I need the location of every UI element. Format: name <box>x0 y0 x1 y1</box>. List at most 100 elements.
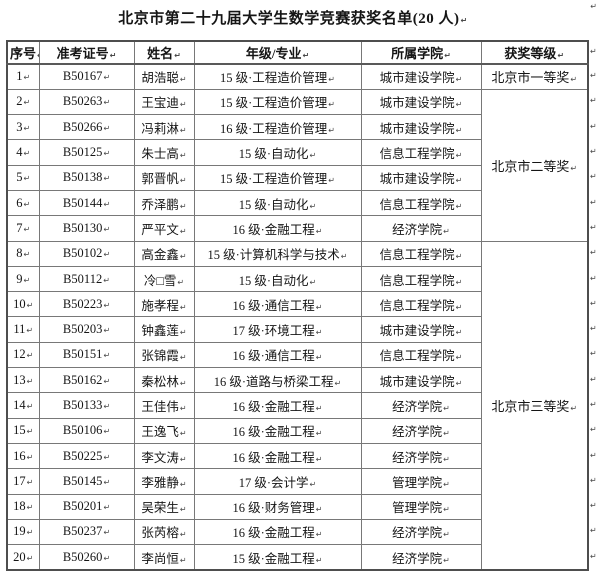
cell-grade-major-text: 16 级·金融工程 <box>232 450 315 465</box>
row-end-mark: ↵ <box>589 518 599 543</box>
table-row: 7↵ B50130↵ 严平文↵ 16 级·金融工程↵ 经济学院↵ <box>6 215 588 242</box>
cell-name-text: 郭晋帆 <box>141 172 179 187</box>
paragraph-mark-icon: ↵ <box>103 452 111 462</box>
paragraph-mark-icon: ↵ <box>309 201 317 211</box>
paragraph-mark-icon: ↵ <box>26 300 34 310</box>
cell-serial-text: 2 <box>16 94 23 109</box>
header-row: 序号↵ 准考证号↵ 姓名↵ 年级/专业↵ 所属学院↵ 获奖等级↵ <box>6 40 589 65</box>
cell-college: 信息工程学院↵ <box>360 341 482 369</box>
cell-ticket-number: B50112↵ <box>38 265 135 293</box>
cell-college-text: 管理学院 <box>392 475 443 490</box>
cell-name: 李雅静↵ <box>133 468 195 495</box>
cell-college-text: 城市建设学院 <box>379 96 455 111</box>
cell-college: 城市建设学院↵ <box>360 63 482 90</box>
cell-serial-text: 17 <box>13 473 26 488</box>
table-row: 9↵ B50112↵ 冷□雪↵ 15 级·自动化↵ 信息工程学院↵ <box>6 265 588 293</box>
cell-serial: 5↵ <box>6 164 40 191</box>
paragraph-mark-icon: ↵ <box>23 123 31 133</box>
cell-name: 乔泽鹏↵ <box>133 189 195 217</box>
cell-serial: 7↵ <box>6 215 40 242</box>
cell-college: 管理学院↵ <box>360 493 482 520</box>
cell-serial: 10↵ <box>6 291 40 318</box>
row-end-mark: ↵ <box>589 88 599 113</box>
cell-serial: 18↵ <box>6 493 40 520</box>
header-label: 获奖等级 <box>504 46 557 61</box>
paragraph-mark-icon: ↵ <box>590 248 597 258</box>
paragraph-mark-icon: ↵ <box>455 125 463 135</box>
cell-grade-major: 16 级·金融工程↵ <box>193 417 362 444</box>
paragraph-mark-icon: ↵ <box>443 404 450 413</box>
cell-grade-major-text: 16 级·金融工程 <box>232 526 315 541</box>
cell-grade-major-text: 16 级·金融工程 <box>232 400 315 414</box>
cell-serial: 13↵ <box>6 367 40 394</box>
cell-ticket-number-text: B50263 <box>62 94 103 109</box>
cell-college: 信息工程学院↵ <box>360 240 482 267</box>
cell-ticket-number-text: B50125 <box>62 145 103 160</box>
paragraph-mark-icon: ↵ <box>179 555 187 565</box>
cell-serial: 16↵ <box>6 442 40 470</box>
cell-college-text: 管理学院 <box>392 501 443 516</box>
paragraph-mark-icon: ↵ <box>179 353 187 363</box>
paragraph-mark-icon: ↵ <box>179 302 187 312</box>
cell-college: 信息工程学院↵ <box>360 189 482 217</box>
paragraph-mark-icon: ↵ <box>23 174 31 184</box>
paragraph-mark-icon: ↵ <box>179 505 187 515</box>
header-label: 所属学院 <box>391 46 444 61</box>
paragraph-mark-icon: ↵ <box>103 528 111 538</box>
cell-college-text: 城市建设学院 <box>379 324 455 339</box>
cell-college-text: 经济学院 <box>392 400 443 414</box>
cell-name-text: 严平文 <box>141 222 179 237</box>
cell-award-level: 北京市一等奖↵ <box>480 63 589 90</box>
cell-serial-text: 18 <box>13 499 26 514</box>
row-end-mark: ↵ <box>589 114 599 139</box>
table-row: 2↵ B50263↵ 王宝迪↵ 15 级·工程造价管理↵ 城市建设学院↵ 北京市二等奖↵ <box>6 88 589 242</box>
cell-name-text: 张锦霞 <box>141 349 179 364</box>
cell-grade-major: 15 级·金融工程↵ <box>193 544 362 571</box>
cell-ticket-number-text: B50112 <box>63 271 103 286</box>
paragraph-mark-icon: ↵ <box>23 250 31 260</box>
cell-serial-text: 14 <box>13 398 26 412</box>
paragraph-mark-icon: ↵ <box>315 555 323 565</box>
row-end-mark: ↵ <box>589 367 599 392</box>
cell-grade-major: 15 级·计算机科学与技术↵ <box>193 240 362 267</box>
cell-name-text: 钟鑫莲 <box>141 324 179 339</box>
paragraph-mark-icon: ↵ <box>328 75 335 85</box>
paragraph-mark-icon: ↵ <box>26 503 34 513</box>
cell-grade-major: 15 级·自动化↵ <box>193 139 362 166</box>
paragraph-mark-icon: ↵ <box>443 429 450 439</box>
table-row: 1↵ B50167↵ 胡浩聪↵ 15 级·工程造价管理↵ 城市建设学院↵ 北京市一等奖↵ <box>6 63 589 90</box>
cell-serial-text: 8 <box>16 246 23 261</box>
paragraph-mark-icon: ↵ <box>103 503 111 513</box>
cell-name: 王逸飞↵ <box>133 417 195 444</box>
paragraph-mark-icon: ↵ <box>455 277 463 287</box>
cell-name: 严平文↵ <box>133 215 195 242</box>
paragraph-mark-icon: ↵ <box>315 226 323 236</box>
cell-serial: 3↵ <box>6 114 40 141</box>
paragraph-mark-icon: ↵ <box>590 526 597 536</box>
cell-ticket-number-text: B50260 <box>62 549 103 564</box>
paragraph-mark-icon: ↵ <box>590 475 597 485</box>
cell-name-text: 吴荣生 <box>141 501 179 516</box>
cell-college-text: 经济学院 <box>392 450 443 465</box>
paragraph-mark-icon: ↵ <box>334 378 342 388</box>
paragraph-mark-icon: ↵ <box>179 454 187 464</box>
paragraph-mark-icon: ↵ <box>590 324 597 334</box>
paragraph-mark-icon: ↵ <box>590 349 597 359</box>
row-end-mark: ↵ <box>589 417 599 442</box>
cell-ticket-number-text: B50130 <box>62 220 103 235</box>
paragraph-mark-icon: ↵ <box>340 252 348 262</box>
paragraph-mark-icon: ↵ <box>455 353 463 363</box>
cell-serial-text: 4 <box>16 145 23 160</box>
cell-college: 经济学院↵ <box>360 544 482 571</box>
paragraph-mark-icon: ↵ <box>179 75 187 85</box>
cell-ticket-number-text: B50223 <box>62 296 103 311</box>
table-row: 6↵ B50144↵ 乔泽鹏↵ 15 级·自动化↵ 信息工程学院↵ <box>6 189 588 217</box>
paragraph-mark-icon: ↵ <box>590 298 597 308</box>
cell-ticket-number: B50203↵ <box>38 316 135 343</box>
cell-serial-text: 5 <box>16 170 23 185</box>
paragraph-mark-icon: ↵ <box>23 199 31 209</box>
cell-name-text: 李雅静 <box>141 475 179 490</box>
cell-name: 李文涛↵ <box>133 442 195 470</box>
paragraph-mark-icon: ↵ <box>328 100 335 110</box>
